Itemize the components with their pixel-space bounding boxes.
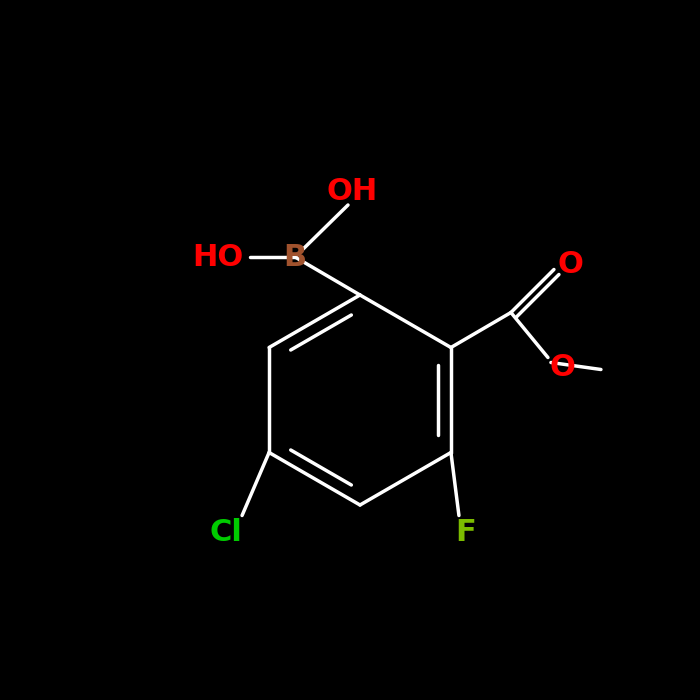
Text: B: B [284, 242, 307, 272]
Text: F: F [456, 518, 476, 547]
Text: O: O [550, 353, 576, 382]
Text: Cl: Cl [209, 518, 242, 547]
Text: HO: HO [193, 242, 244, 272]
Text: O: O [558, 250, 584, 279]
Text: OH: OH [326, 178, 377, 206]
